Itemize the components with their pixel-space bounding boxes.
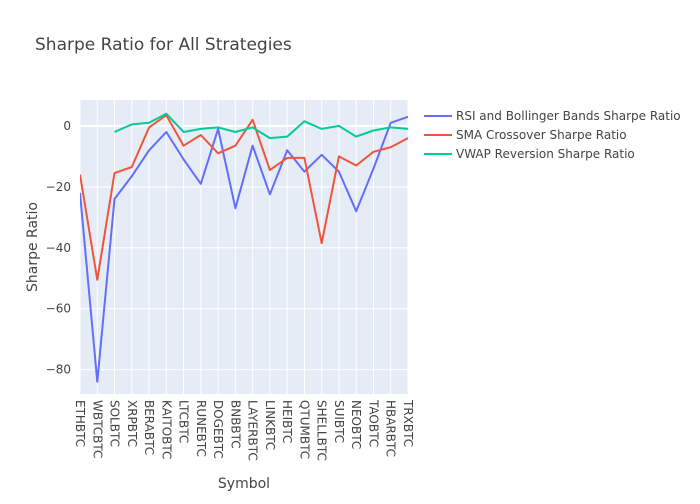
legend-item[interactable]: VWAP Reversion Sharpe Ratio [424,147,635,161]
y-tick-label: −60 [46,302,71,316]
legend-label: SMA Crossover Sharpe Ratio [456,128,627,142]
x-tick-label: XRPBTC [125,400,139,447]
x-tick-label: BNBBTC [228,400,242,449]
legend-item[interactable]: SMA Crossover Sharpe Ratio [424,128,627,142]
x-tick-label: LAYERBTC [246,400,260,461]
y-tick-label: −80 [46,363,71,377]
x-tick-label: WBTCBTC [90,400,104,458]
x-tick-label: LINKBTC [263,400,277,450]
x-tick-label: RUNEBTC [194,400,208,457]
gridlines [79,100,409,394]
y-tick-label: −20 [46,180,71,194]
chart-title: Sharpe Ratio for All Strategies [35,35,292,55]
x-tick-labels: ETHBTC WBTCBTC SOLBTC XRPBTC BERABTC KAITOBTC… [73,399,415,461]
series-line [80,115,408,383]
y-axis-title: Sharpe Ratio [25,202,41,292]
x-tick-label: HBARBTC [384,400,398,457]
series-lines [80,112,408,383]
x-tick-label: BERABTC [142,400,156,455]
legend-label: VWAP Reversion Sharpe Ratio [456,147,635,161]
series-line [80,114,408,281]
legend[interactable]: RSI and Bollinger Bands Sharpe Ratio SMA … [424,109,681,161]
x-tick-label: SUIBTC [332,400,346,443]
x-tick-label: HEIBTC [280,400,294,443]
x-tick-label: TRXBTC [401,399,415,447]
x-tick-label: NEOBTC [349,400,363,449]
legend-label: RSI and Bollinger Bands Sharpe Ratio [456,109,681,123]
y-tick-label: −40 [46,241,71,255]
x-axis-title: Symbol [218,476,270,492]
x-tick-label: LTCBTC [177,400,191,443]
y-tick-labels: 0 −20 −40 −60 −80 [46,119,71,377]
legend-item[interactable]: RSI and Bollinger Bands Sharpe Ratio [424,109,681,123]
x-tick-label: SHELLBTC [315,400,329,461]
plot-area-background [80,100,408,394]
y-tick-label: 0 [63,119,71,133]
x-tick-label: TAOBTC [366,399,380,447]
x-tick-label: KAITOBTC [159,400,173,459]
x-tick-label: SOLBTC [108,400,122,447]
x-tick-label: QTUMBTC [297,400,311,459]
series-line [114,112,408,140]
x-tick-label: DOGEBTC [211,400,225,459]
x-tick-label: ETHBTC [73,400,87,447]
